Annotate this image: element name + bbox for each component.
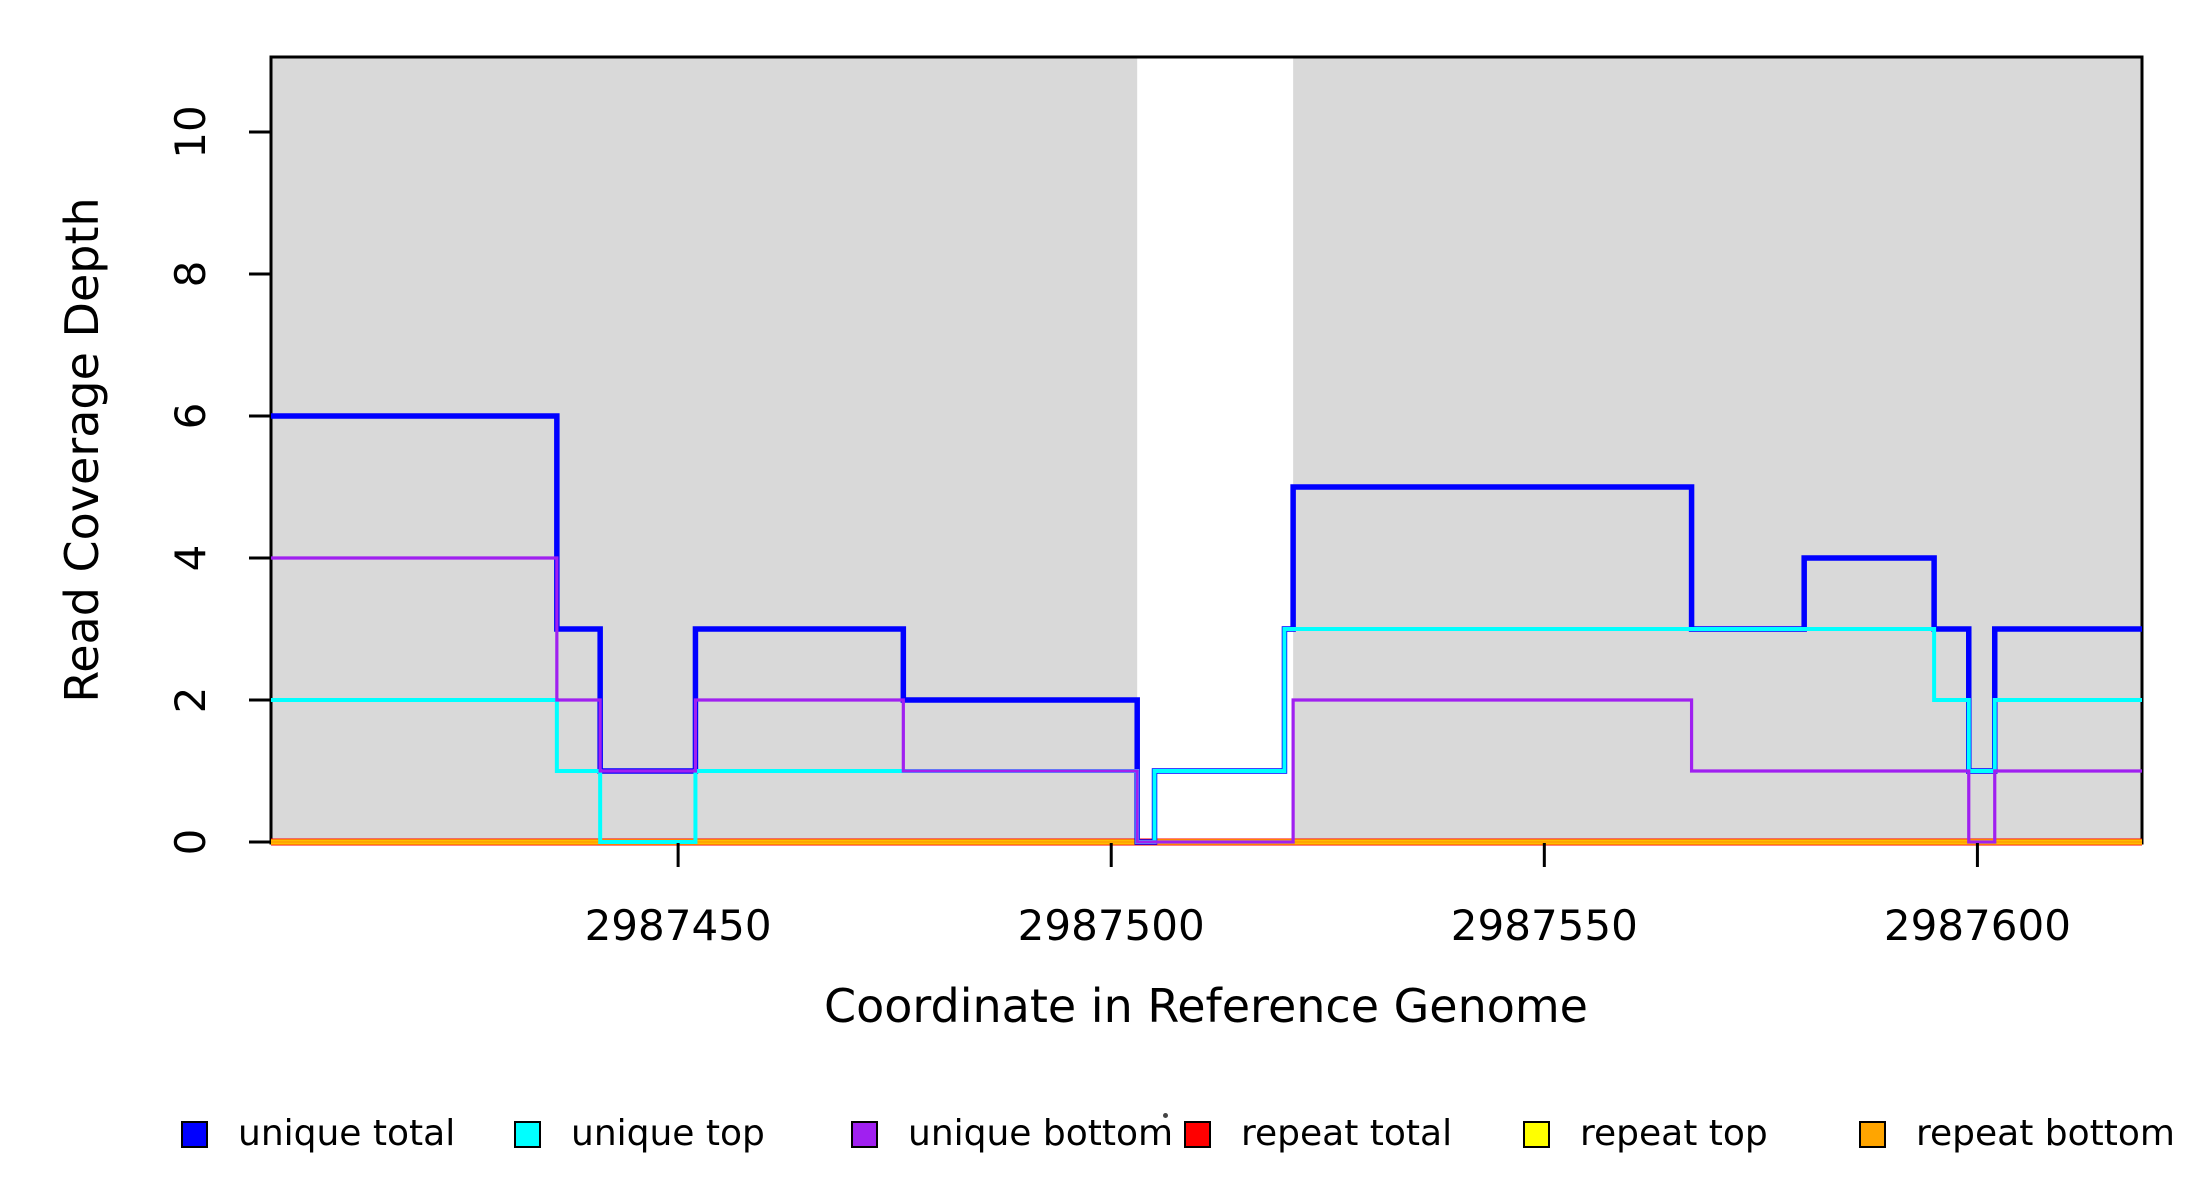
x-tick-label: 2987500	[1018, 901, 1205, 950]
y-tick-label: 6	[166, 403, 215, 430]
y-axis-title: Read Coverage Depth	[55, 197, 109, 702]
x-tick-label: 2987450	[585, 901, 772, 950]
shaded-region-0	[271, 57, 1138, 843]
y-tick-label: 8	[166, 261, 215, 288]
y-tick-label: 2	[166, 687, 215, 714]
shaded-region-1	[1293, 57, 2142, 843]
x-tick-label: 2987600	[1884, 901, 2071, 950]
chart-generated-content: 2987450 2987500 2987550 2987600 0 2 4 6 8 10	[166, 55, 2144, 950]
x-axis-title: Coordinate in Reference Genome	[824, 979, 1588, 1033]
series-unique-bottom	[271, 556, 2142, 844]
series-unique-top	[271, 627, 2142, 844]
y-tick-label: 4	[166, 545, 215, 572]
x-tick-label: 2987550	[1451, 901, 1638, 950]
y-tick-label: 0	[166, 829, 215, 856]
y-tick-label: 10	[166, 105, 215, 158]
